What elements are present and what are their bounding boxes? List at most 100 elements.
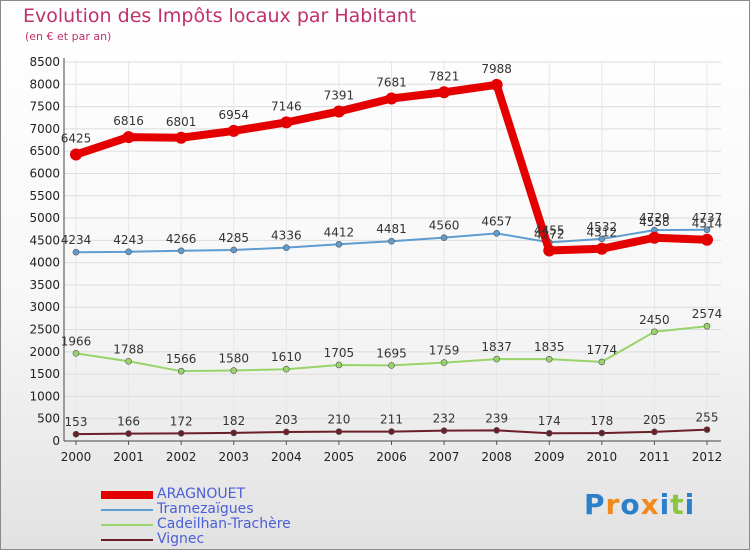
data-label: 7988 xyxy=(481,62,512,76)
y-tick-label: 5000 xyxy=(29,211,60,225)
legend-label: ARAGNOUET xyxy=(157,486,246,502)
data-label: 6954 xyxy=(218,108,249,122)
y-tick-label: 7000 xyxy=(29,122,60,136)
data-label: 7146 xyxy=(271,99,302,113)
data-label: 1788 xyxy=(113,342,144,356)
data-label: 4481 xyxy=(376,222,407,236)
x-tick-label: 2001 xyxy=(113,450,144,464)
data-point xyxy=(598,235,606,243)
data-label: 166 xyxy=(117,415,140,429)
data-label: 4336 xyxy=(271,229,302,243)
logo-letter: x xyxy=(640,488,660,521)
logo-letter: i xyxy=(684,488,696,521)
y-tick-label: 500 xyxy=(37,412,60,426)
x-tick-label: 2005 xyxy=(324,450,355,464)
data-point xyxy=(598,429,606,437)
data-label: 1580 xyxy=(218,352,249,366)
data-point xyxy=(335,428,343,435)
data-label: 1759 xyxy=(429,344,460,358)
data-point xyxy=(125,430,132,437)
y-tick-label: 8500 xyxy=(29,55,60,69)
data-label: 4729 xyxy=(639,211,670,225)
data-label: 4266 xyxy=(166,232,197,246)
data-label: 6801 xyxy=(166,115,197,129)
data-point xyxy=(230,367,238,374)
data-label: 4243 xyxy=(113,233,144,247)
data-point xyxy=(335,240,343,248)
y-tick-label: 4500 xyxy=(29,233,60,247)
data-label: 4514 xyxy=(692,217,723,231)
data-point xyxy=(648,231,661,244)
y-tick-label: 2500 xyxy=(29,323,60,337)
x-tick-label: 2011 xyxy=(639,450,670,464)
data-point xyxy=(122,131,135,144)
legend-label: Vignec xyxy=(157,531,205,547)
legend-label: Cadeilhan-Trachère xyxy=(157,516,291,532)
data-point xyxy=(493,355,500,363)
data-point xyxy=(72,430,80,438)
data-point xyxy=(490,78,503,91)
data-point xyxy=(332,105,345,118)
data-label: 255 xyxy=(696,411,719,425)
data-point xyxy=(438,86,451,99)
x-tick-label: 2010 xyxy=(587,450,618,464)
data-label: 232 xyxy=(433,412,456,426)
proxiti-logo: Proxiti xyxy=(584,488,695,521)
logo-letter: P xyxy=(584,488,606,521)
data-label: 2574 xyxy=(692,307,723,321)
data-label: 178 xyxy=(590,414,613,428)
series-lines xyxy=(70,78,713,438)
x-tick-label: 2002 xyxy=(166,450,197,464)
data-point xyxy=(543,244,556,257)
x-tick-label: 2003 xyxy=(218,450,249,464)
data-point xyxy=(283,365,290,373)
y-tick-label: 6500 xyxy=(29,144,60,158)
data-label: 210 xyxy=(327,413,350,427)
data-label: 4272 xyxy=(534,228,565,242)
data-point xyxy=(493,230,500,237)
y-tick-label: 3500 xyxy=(29,278,60,292)
data-label: 4532 xyxy=(587,220,618,234)
data-point xyxy=(703,226,711,234)
data-point xyxy=(440,427,448,434)
data-point xyxy=(595,242,608,255)
data-label: 4234 xyxy=(61,233,92,247)
data-point xyxy=(177,430,185,437)
data-label: 4560 xyxy=(429,219,460,233)
data-label: 182 xyxy=(222,414,245,428)
data-label: 239 xyxy=(485,411,508,425)
data-point xyxy=(545,429,553,437)
data-point xyxy=(651,328,658,336)
data-label: 1610 xyxy=(271,350,302,364)
data-label: 6425 xyxy=(61,132,92,146)
y-tick-label: 1000 xyxy=(29,389,60,403)
y-tick-label: 4000 xyxy=(29,256,60,270)
x-tick-label: 2007 xyxy=(429,450,460,464)
data-label: 6816 xyxy=(113,114,144,128)
logo-letter: o xyxy=(620,488,641,521)
data-point xyxy=(230,429,238,437)
data-point xyxy=(388,237,395,245)
data-label: 4455 xyxy=(534,223,565,237)
data-point xyxy=(388,428,395,435)
data-label: 203 xyxy=(275,413,298,427)
x-axis-ticks: 2000 2001 2002 2003 2004 2005 2006 2007 2008 2009… xyxy=(61,450,723,464)
data-label: 1566 xyxy=(166,352,197,366)
data-label: 1705 xyxy=(324,346,355,360)
data-label: 4412 xyxy=(324,225,355,239)
data-point xyxy=(177,247,185,255)
data-label: 211 xyxy=(380,413,403,427)
data-point xyxy=(440,234,448,241)
data-label: 205 xyxy=(643,413,666,427)
data-point xyxy=(177,367,185,375)
data-label: 1835 xyxy=(534,340,565,354)
legend-swatch xyxy=(101,524,153,526)
data-labels: 153 166 172 182 203 210 211 232 239 174 178 205 255 1… xyxy=(61,62,723,429)
data-label: 4312 xyxy=(587,226,618,240)
data-label: 7681 xyxy=(376,76,407,90)
legend-label: Tramezaïgues xyxy=(157,501,254,517)
data-point xyxy=(388,362,395,369)
y-axis-ticks: 0 500 1000 1500 2000 2500 3000 3500 4000 4500 5000… xyxy=(29,55,60,448)
data-point xyxy=(598,358,606,366)
